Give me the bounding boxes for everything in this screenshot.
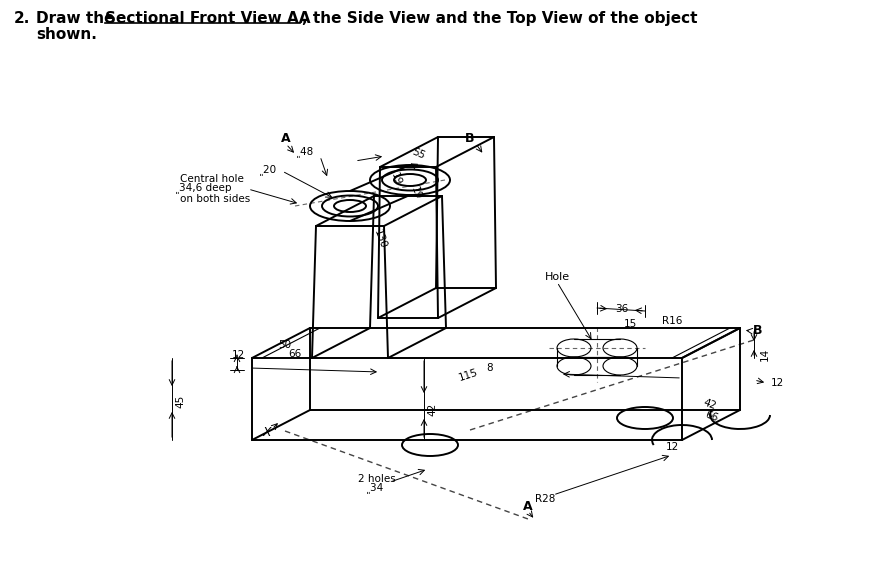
Text: Draw the: Draw the bbox=[36, 11, 120, 26]
Text: 12: 12 bbox=[665, 442, 679, 452]
Text: 66: 66 bbox=[704, 409, 720, 423]
Text: B: B bbox=[465, 133, 475, 145]
Text: 42: 42 bbox=[702, 397, 718, 411]
Text: Sectional Front View AA: Sectional Front View AA bbox=[105, 11, 310, 26]
Text: A: A bbox=[523, 500, 533, 512]
Text: 19: 19 bbox=[409, 185, 423, 201]
Text: 14: 14 bbox=[760, 347, 770, 361]
Text: 19: 19 bbox=[389, 171, 403, 187]
Text: 8: 8 bbox=[486, 363, 493, 373]
Text: ͈34,6 deep: ͈34,6 deep bbox=[180, 184, 232, 195]
Text: ͈34: ͈34 bbox=[370, 482, 384, 493]
Text: X: X bbox=[263, 427, 271, 439]
Text: 12: 12 bbox=[232, 350, 245, 360]
Text: 2 holes: 2 holes bbox=[358, 474, 396, 484]
Text: 45: 45 bbox=[175, 394, 185, 408]
Text: shown.: shown. bbox=[36, 27, 97, 42]
Text: 55: 55 bbox=[410, 147, 426, 161]
Text: R16: R16 bbox=[662, 316, 682, 326]
Text: ͈20: ͈20 bbox=[264, 166, 276, 177]
Text: ͈48: ͈48 bbox=[300, 148, 314, 159]
Text: 50: 50 bbox=[278, 340, 291, 350]
Text: 66: 66 bbox=[289, 349, 301, 359]
Text: 115: 115 bbox=[457, 367, 479, 383]
Text: on both sides: on both sides bbox=[180, 194, 250, 204]
Text: 36: 36 bbox=[615, 304, 628, 314]
Text: 42: 42 bbox=[427, 402, 437, 416]
Text: R28: R28 bbox=[535, 494, 555, 504]
Text: 2.: 2. bbox=[14, 11, 30, 26]
Text: 12: 12 bbox=[771, 378, 784, 388]
Text: 130: 130 bbox=[372, 228, 388, 250]
Text: Hole: Hole bbox=[544, 272, 569, 282]
Text: Central hole: Central hole bbox=[180, 174, 244, 184]
Text: A: A bbox=[282, 133, 291, 145]
Text: , the Side View and the Top View of the object: , the Side View and the Top View of the … bbox=[302, 11, 697, 26]
Text: B: B bbox=[754, 324, 763, 338]
Text: 15: 15 bbox=[623, 319, 637, 329]
